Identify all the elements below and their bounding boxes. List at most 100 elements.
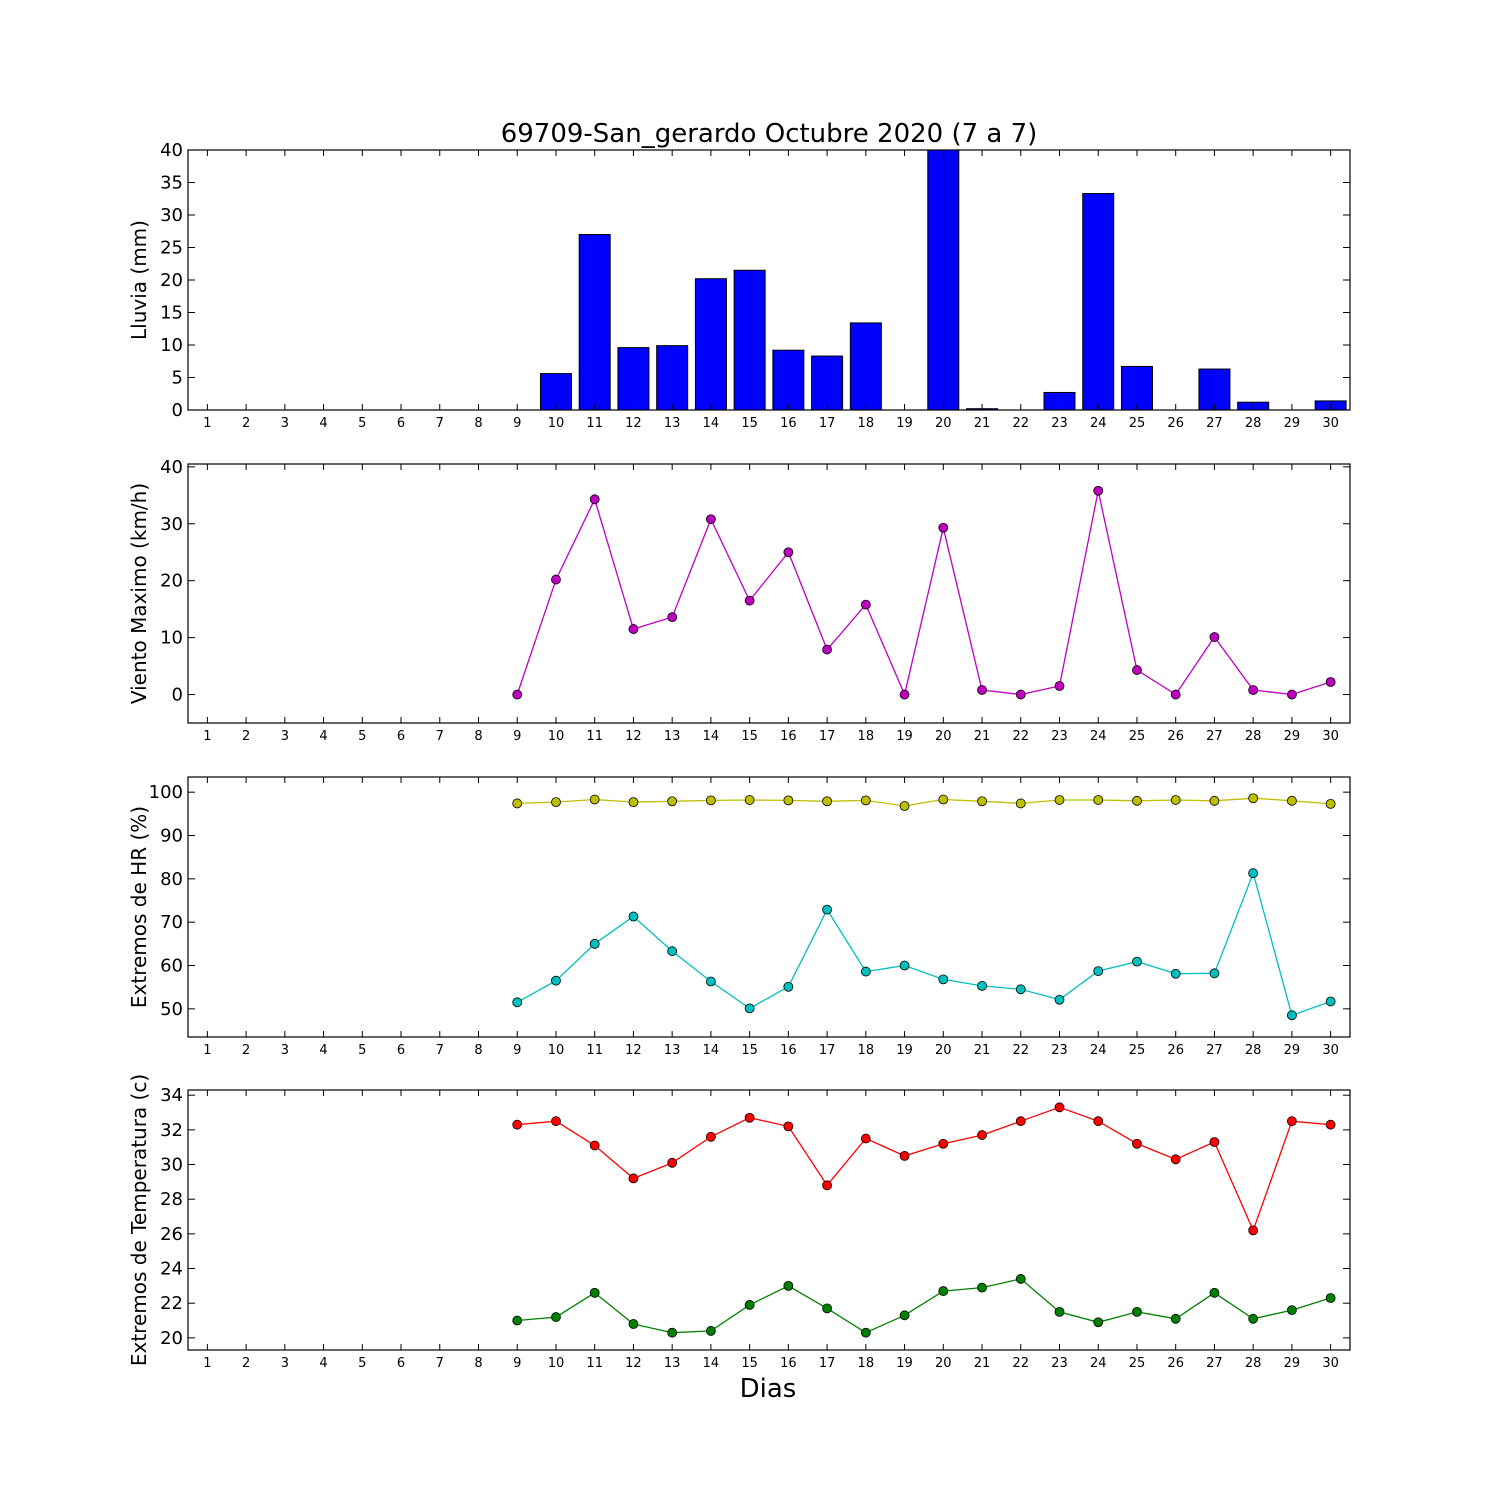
x-tick-label: 28 xyxy=(1245,1043,1262,1058)
x-tick-label: 3 xyxy=(281,729,289,744)
data-point-day-9 xyxy=(512,689,523,700)
data-point-day-30 xyxy=(1325,677,1336,687)
data-point-day-14 xyxy=(706,795,716,806)
x-tick-label: 20 xyxy=(935,729,952,744)
x-tick-label: 29 xyxy=(1284,729,1301,744)
x-tick-label: 23 xyxy=(1051,729,1068,744)
rain-bar-day-13 xyxy=(656,345,689,411)
x-tick-label: 26 xyxy=(1167,1043,1184,1058)
data-point-day-17 xyxy=(822,796,832,807)
data-point-day-23 xyxy=(1054,1306,1065,1317)
x-tick-label: 25 xyxy=(1129,729,1146,744)
x-tick-label: 22 xyxy=(1012,416,1029,431)
data-point-day-17 xyxy=(822,904,832,915)
x-tick-label: 4 xyxy=(319,1043,327,1058)
data-point-day-12 xyxy=(628,1319,639,1329)
x-tick-label: 21 xyxy=(974,1356,991,1371)
data-point-day-14 xyxy=(706,976,716,987)
x-tick-label: 2 xyxy=(242,416,250,431)
data-point-day-9 xyxy=(512,1315,523,1326)
y-axis-label: Lluvia (mm) xyxy=(127,220,151,340)
x-tick-label: 11 xyxy=(586,729,603,744)
data-point-day-20 xyxy=(938,522,949,533)
x-tick-label: 4 xyxy=(319,729,327,744)
data-point-day-11 xyxy=(589,1140,600,1151)
data-point-day-17 xyxy=(822,1180,832,1191)
x-tick-label: 14 xyxy=(703,416,720,431)
data-point-day-27 xyxy=(1209,1137,1220,1147)
data-point-day-20 xyxy=(938,794,949,805)
data-point-day-29 xyxy=(1287,1305,1297,1316)
data-point-day-29 xyxy=(1287,795,1297,806)
x-tick-label: 7 xyxy=(436,1043,444,1058)
series-line-2 xyxy=(517,1278,1331,1334)
data-point-day-18 xyxy=(860,795,871,806)
y-tick-label: 40 xyxy=(160,140,183,161)
data-point-day-26 xyxy=(1170,795,1181,805)
y-tick-label: 10 xyxy=(160,335,183,356)
data-point-day-11 xyxy=(589,794,600,805)
series-line-2 xyxy=(516,871,1331,1017)
x-tick-label: 24 xyxy=(1090,1043,1107,1058)
y-tick-label: 100 xyxy=(149,782,183,803)
x-tick-label: 6 xyxy=(397,729,405,744)
x-tick-label: 13 xyxy=(664,1356,681,1371)
panel-1: 1 2 3 4 5 6 7 8 9 10 11 12 13 14 15 16 17 18 19 20 21 22 23 24 2… xyxy=(127,140,1351,431)
x-axis-label: Dias xyxy=(740,1374,797,1404)
rain-bar-day-24 xyxy=(1082,193,1115,411)
x-tick-label: 10 xyxy=(548,416,565,431)
x-tick-label: 29 xyxy=(1284,1356,1301,1371)
data-point-day-29 xyxy=(1287,689,1297,700)
data-point-day-28 xyxy=(1248,1313,1259,1324)
x-tick-label: 26 xyxy=(1167,416,1184,431)
x-tick-label: 7 xyxy=(436,1356,444,1371)
data-point-day-27 xyxy=(1209,795,1220,806)
x-tick-label: 5 xyxy=(358,416,366,431)
data-point-day-24 xyxy=(1093,966,1104,977)
x-tick-label: 6 xyxy=(397,416,405,431)
data-point-day-28 xyxy=(1248,868,1259,879)
y-tick-label: 10 xyxy=(160,628,183,649)
data-point-day-30 xyxy=(1325,1293,1336,1303)
series-line-1 xyxy=(516,490,1331,697)
x-tick-label: 14 xyxy=(703,729,720,744)
data-point-day-9 xyxy=(512,1119,523,1130)
x-tick-label: 10 xyxy=(548,1043,565,1058)
y-tick-label: 20 xyxy=(160,1328,183,1349)
data-point-day-28 xyxy=(1248,1225,1259,1236)
x-tick-label: 12 xyxy=(625,416,642,431)
rain-bar-day-11 xyxy=(578,234,611,411)
x-tick-label: 19 xyxy=(896,1356,913,1371)
data-point-day-24 xyxy=(1093,1317,1104,1328)
x-tick-label: 17 xyxy=(819,416,836,431)
x-tick-label: 9 xyxy=(513,416,521,431)
data-point-day-30 xyxy=(1325,798,1336,809)
y-tick-label: 20 xyxy=(160,270,183,291)
data-point-day-13 xyxy=(667,946,678,957)
data-point-day-12 xyxy=(628,1173,639,1184)
data-point-day-21 xyxy=(977,980,987,991)
x-tick-label: 6 xyxy=(397,1356,405,1371)
x-tick-label: 14 xyxy=(703,1043,720,1058)
series-line-1 xyxy=(517,797,1331,807)
data-point-day-24 xyxy=(1093,1116,1104,1127)
x-tick-label: 16 xyxy=(780,1356,797,1371)
data-point-day-19 xyxy=(899,1310,910,1321)
data-point-day-21 xyxy=(977,796,987,807)
data-point-day-23 xyxy=(1054,1102,1065,1113)
data-point-day-16 xyxy=(783,1280,794,1291)
x-tick-label: 8 xyxy=(474,416,482,431)
y-tick-label: 0 xyxy=(172,400,183,421)
data-point-day-21 xyxy=(977,1130,987,1140)
x-tick-label: 23 xyxy=(1051,1043,1068,1058)
data-point-day-22 xyxy=(1015,984,1026,995)
x-tick-label: 16 xyxy=(780,729,797,744)
data-point-day-16 xyxy=(783,1121,794,1132)
x-tick-label: 15 xyxy=(741,1356,758,1371)
data-point-day-18 xyxy=(860,966,871,977)
y-tick-label: 25 xyxy=(160,238,183,259)
x-tick-label: 20 xyxy=(935,1043,952,1058)
data-point-day-24 xyxy=(1093,795,1104,805)
x-tick-label: 11 xyxy=(586,416,603,431)
x-tick-label: 13 xyxy=(664,729,681,744)
